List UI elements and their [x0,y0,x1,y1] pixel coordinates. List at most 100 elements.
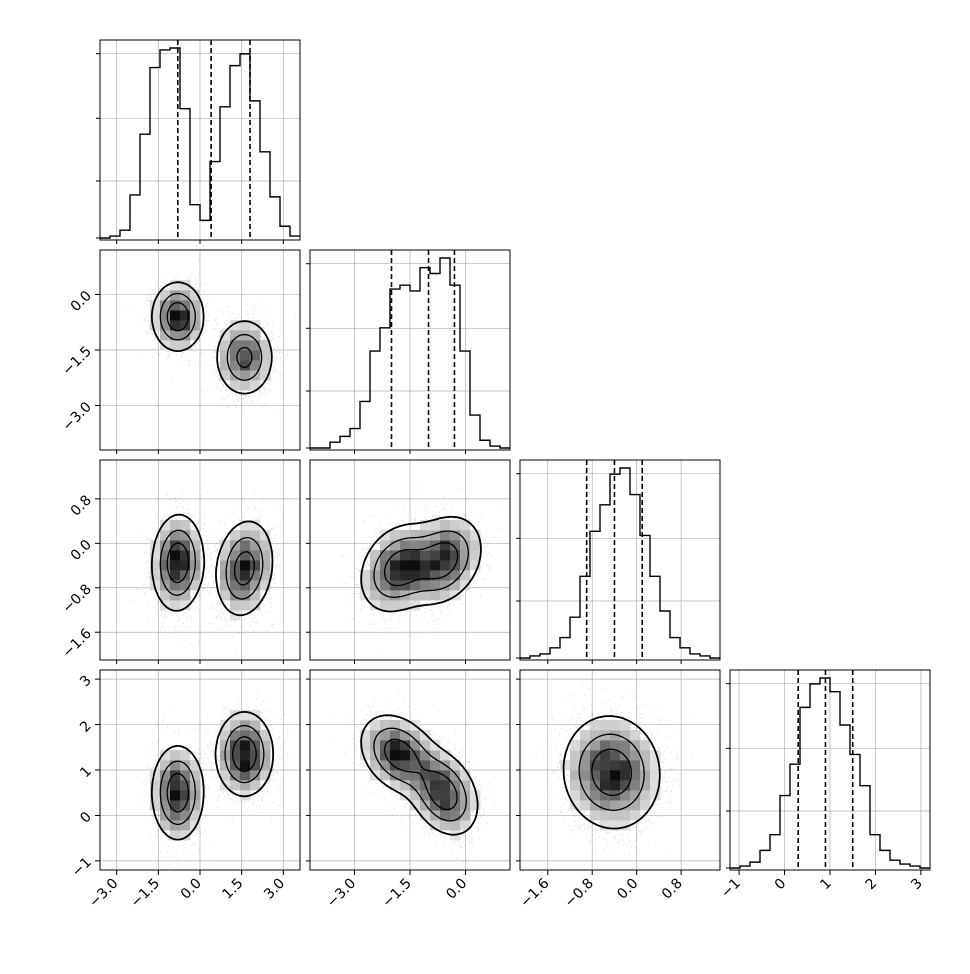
density-cell [170,770,181,781]
density-cell [230,380,241,391]
density-cell [180,300,191,311]
density-cell [570,790,581,801]
density-cell [640,750,651,761]
histogram-0 [100,47,300,239]
density-cell [600,820,611,831]
density-cell [470,530,481,541]
density-cell [250,590,261,601]
density-cell [460,570,471,581]
density-cell [220,580,231,591]
density-cell [460,580,471,591]
density-cell [160,320,171,331]
density-cell [410,740,421,751]
y-tick-label: 3 [77,673,95,691]
density-cell [220,590,231,601]
contour-39% [151,513,274,617]
density-cell [240,750,251,761]
x-tick-label: 0.0 [614,876,641,903]
density-cell [600,760,611,771]
density-cell [170,530,181,541]
density-cell [600,800,611,811]
density-cell [260,560,271,571]
density-cell [630,780,641,791]
density-cell [260,530,271,541]
density-cell [400,530,411,541]
density-cell [230,600,241,611]
x-tick-label: 2 [863,876,881,894]
density-cell [240,370,251,381]
y-tick-label: −1.5 [59,344,94,379]
density-cell [640,790,651,801]
density-cell [360,570,371,581]
density-cell [620,760,631,771]
density-cell [450,790,461,801]
density-cell [190,580,201,591]
density-cell [390,550,401,561]
density-cell [420,750,431,761]
density-cell [250,760,261,771]
density-cell [230,340,241,351]
x-tick-label: −3.0 [324,876,359,911]
density-cell [170,790,181,801]
density-cell [420,800,431,811]
density-cell [620,820,631,831]
density-cell [410,780,421,791]
density-cell [220,770,231,781]
density-cell [450,810,461,821]
density-cell [160,540,171,551]
density-cell [630,790,641,801]
scatter-panel-1-0 [99,249,301,451]
density-cell [190,320,201,331]
contour-99% [383,542,459,587]
density-cell [430,760,441,771]
density-cell [420,810,431,821]
density-cell [410,560,421,571]
density-cell [440,590,451,601]
density-cell [400,740,411,751]
density-cell [190,810,201,821]
density-cell [400,570,411,581]
density-cell [620,810,631,821]
density-cell [250,350,261,361]
density-cell [360,730,371,741]
density-cell [430,570,441,581]
y-tick-label: 1 [77,764,95,782]
density-cell [560,760,571,771]
density-cell [650,750,661,761]
density-cell [240,320,251,331]
density-cell [230,590,241,601]
density-cell [440,520,451,531]
x-tick-label: 0.0 [178,876,205,903]
density-cell [430,780,441,791]
density-cell [250,720,261,731]
contour-99% [166,736,257,813]
density-cell [360,580,371,591]
density-cell [170,600,181,611]
density-cell [440,820,451,831]
density-cell [640,770,651,781]
density-cell [190,530,201,541]
density-cell [430,590,441,601]
density-cell [460,520,471,531]
density-cell [640,760,651,771]
density-cell [410,790,421,801]
density-cell [170,290,181,301]
density-cell [230,360,241,371]
density-cell [230,550,241,561]
density-cell [240,550,251,561]
density-cell [640,740,651,751]
density-cell [160,310,171,321]
contour-39% [150,281,273,395]
x-tick-label: −0.8 [562,876,597,911]
density-cell [610,780,621,791]
density-cell [420,760,431,771]
density-cell [600,780,611,791]
density-cell [420,740,431,751]
density-cell [390,780,401,791]
density-cell [460,540,471,551]
scatter-panel-3-0 [99,669,301,871]
density-cell [460,780,471,791]
density-cell [430,530,441,541]
contour-86% [159,724,265,826]
density-cell [370,550,381,561]
